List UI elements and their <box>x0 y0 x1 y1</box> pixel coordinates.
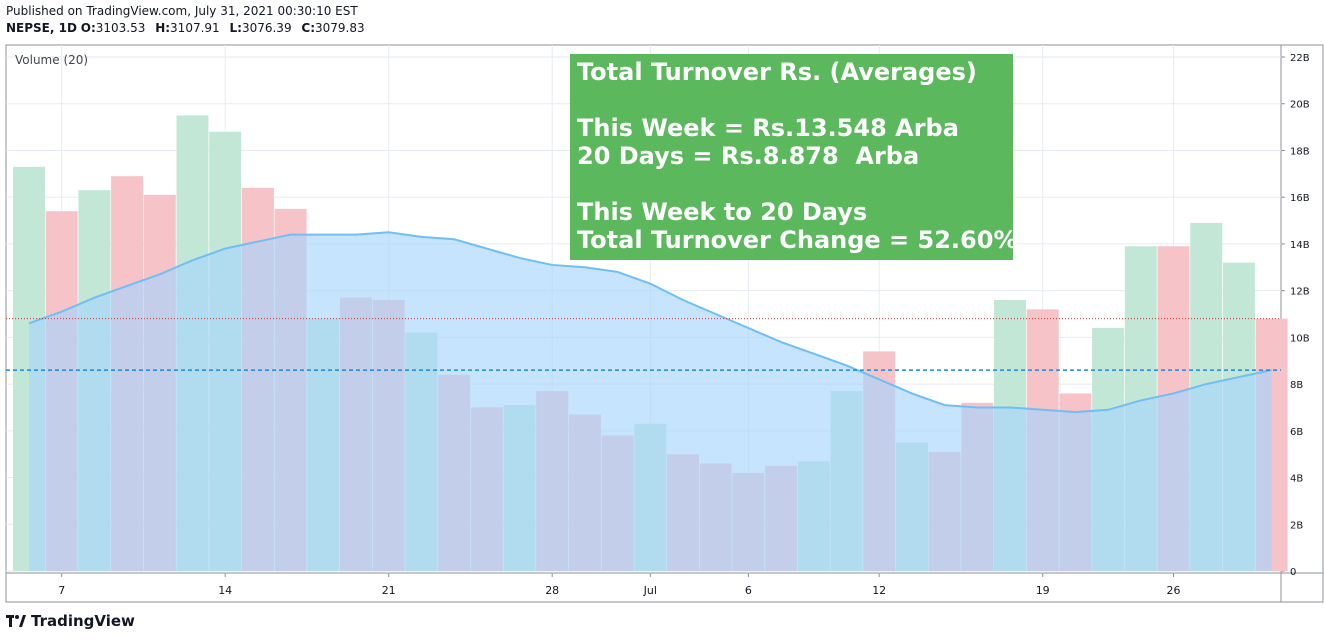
symbol-ohlc-bar: NEPSE, 1D O:3103.53 H:3107.91 L:3076.39 … <box>6 21 365 35</box>
x-tick-label: 6 <box>745 584 752 597</box>
ma-line <box>28 231 1272 414</box>
y-tick-label: 8B <box>1290 380 1303 391</box>
info-line-5: Total Turnover Change = 52.60% <box>577 226 1018 254</box>
tradingview-brand: TradingView <box>31 612 135 630</box>
x-tick-label: Jul <box>643 584 657 597</box>
open-value: 3103.53 <box>95 21 146 35</box>
chart-frame <box>5 44 1324 603</box>
high-label: H: <box>155 21 171 35</box>
y-tick-label: 6B <box>1290 427 1303 438</box>
x-tick-label: 21 <box>382 584 396 597</box>
close-value: 3079.83 <box>315 21 365 35</box>
low-label: L: <box>229 21 242 35</box>
y-tick-label: 4B <box>1290 474 1303 485</box>
y-tick-label: 0 <box>1290 567 1296 578</box>
turnover-info-box: Total Turnover Rs. (Averages) This Week … <box>570 54 1018 260</box>
high-value: 3107.91 <box>170 21 220 35</box>
y-tick-label: 20B <box>1290 100 1310 111</box>
info-line-2: This Week = Rs.13.548 Arba <box>577 114 959 142</box>
x-tick-label: 12 <box>872 584 886 597</box>
low-value: 3076.39 <box>241 21 292 35</box>
info-line-1: Total Turnover Rs. (Averages) <box>577 58 977 86</box>
x-tick-label: 26 <box>1167 584 1181 597</box>
open-label: O: <box>80 21 96 35</box>
x-tick-label: 19 <box>1036 584 1050 597</box>
ma-area <box>29 232 1272 571</box>
y-tick-label: 14B <box>1290 240 1310 251</box>
tradingview-logo[interactable]: TradingView <box>6 612 135 630</box>
indicator-title[interactable]: Volume (20) <box>15 53 89 67</box>
y-tick-label: 12B <box>1290 287 1310 298</box>
y-tick-label: 2B <box>1290 520 1303 531</box>
close-label: C: <box>301 21 316 35</box>
y-tick-label: 10B <box>1290 333 1310 344</box>
y-tick-label: 22B <box>1290 53 1310 64</box>
info-line-3: 20 Days = Rs.8.878 Arba <box>577 142 920 170</box>
x-tick-label: 14 <box>218 584 232 597</box>
symbol-name[interactable]: NEPSE, 1D <box>6 21 77 35</box>
tradingview-logo-icon <box>6 615 26 627</box>
published-label: Published on TradingView.com, July 31, 2… <box>6 4 358 18</box>
y-tick-label: 16B <box>1290 193 1310 204</box>
x-tick-label: 7 <box>58 584 65 597</box>
x-tick-label: 28 <box>545 584 559 597</box>
y-tick-label: 18B <box>1290 146 1310 157</box>
info-line-4: This Week to 20 Days <box>577 198 868 226</box>
